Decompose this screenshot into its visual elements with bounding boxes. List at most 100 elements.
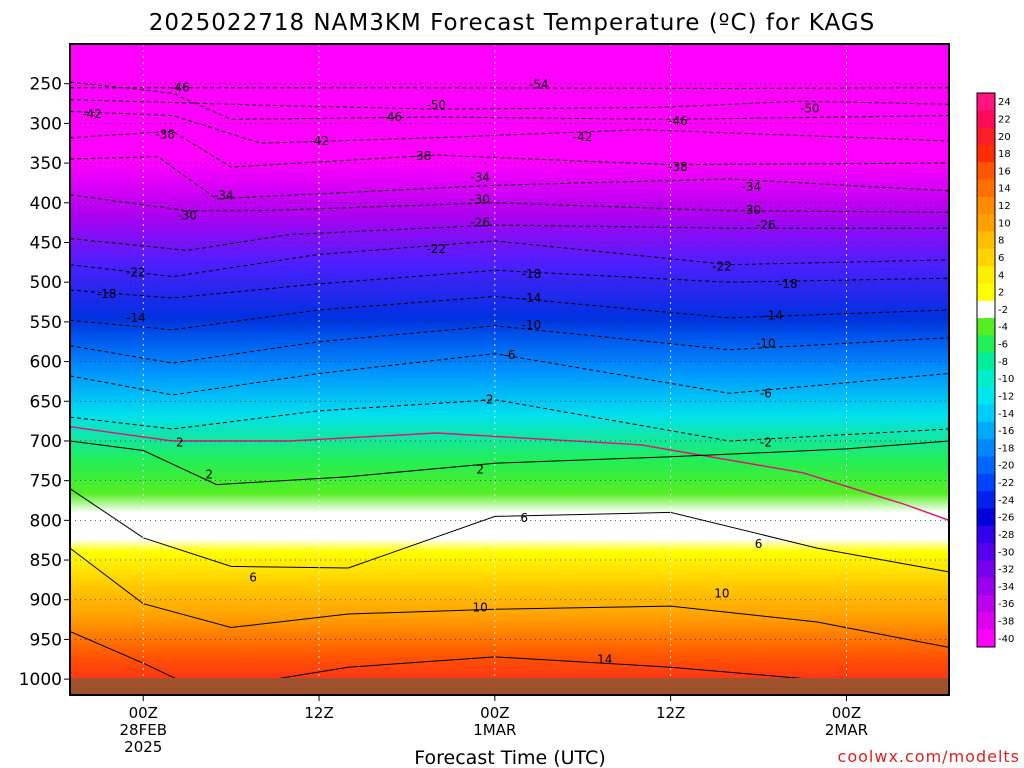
contour-line [70, 194, 949, 213]
colorbar-label: 12 [998, 201, 1011, 212]
contour-label: -22 [712, 259, 732, 273]
contour-label: -18 [778, 277, 798, 291]
contour-label: 10 [714, 586, 729, 600]
y-tick-label: 400 [30, 194, 62, 214]
x-tick-label: 28FEB [120, 721, 167, 739]
contour-line [70, 240, 949, 278]
contour-label: -46 [382, 110, 402, 124]
colorbar-label: -12 [998, 391, 1014, 402]
colorbar-label: -40 [998, 634, 1014, 645]
contour-label: -18 [522, 267, 542, 281]
colorbar-swatch [977, 127, 995, 146]
x-tick-label: 00Z [129, 704, 158, 722]
colorbar-swatch [977, 491, 995, 509]
contour-label: -10 [756, 336, 776, 350]
contour-label: -38 [668, 160, 688, 174]
colorbar-swatch [977, 179, 995, 198]
colorbar-swatch [977, 110, 995, 129]
x-tick-label: 2MAR [825, 721, 868, 739]
colorbar-swatch [977, 387, 995, 406]
colorbar-label: -26 [998, 513, 1014, 524]
contour-label: -14 [522, 291, 542, 305]
colorbar-swatch [977, 439, 995, 458]
colorbar-label: -6 [998, 340, 1008, 351]
colorbar-label: 22 [998, 114, 1011, 125]
temperature-field [70, 44, 949, 695]
colorbar-swatch [977, 283, 995, 302]
y-tick-label: 300 [30, 114, 62, 134]
colorbar-swatch [977, 404, 995, 423]
contour-label: 2 [205, 467, 213, 481]
colorbar-label: -24 [998, 495, 1014, 506]
contour-lines [70, 81, 949, 692]
contour-line [70, 224, 949, 251]
ground-surface [70, 678, 949, 695]
colorbar-label: 10 [998, 218, 1011, 229]
contour-label: -22 [126, 266, 146, 280]
contour-label: -22 [426, 242, 446, 256]
contour-label: -46 [668, 114, 688, 128]
y-axis: 250 300 350 400 450 500 550 600 650 700 750 800 850 9… [19, 75, 70, 690]
contour-label: -14 [763, 309, 783, 323]
colorbar-swatch [977, 266, 995, 284]
contour-line [70, 269, 949, 299]
y-tick-label: 850 [30, 551, 62, 571]
colorbar-label: 14 [998, 184, 1011, 195]
contour-label: 6 [755, 537, 763, 551]
contour-label: 2 [476, 463, 484, 477]
colorbar-swatch [977, 473, 995, 492]
contour-label: 6 [249, 571, 257, 585]
colorbar-swatch [977, 543, 995, 561]
y-tick-label: 1000 [19, 670, 62, 690]
contour-label: -2 [482, 393, 494, 407]
x-tick-label: 12Z [656, 704, 685, 722]
colorbar-swatch [977, 162, 995, 181]
contour-label: -38 [155, 128, 175, 142]
colorbar-label: -36 [998, 599, 1014, 610]
colorbar-frame [976, 92, 996, 648]
y-tick-label: 550 [30, 313, 62, 333]
colorbar-swatch [977, 196, 995, 215]
contour-label: -46 [170, 81, 190, 95]
colorbar-swatch [977, 560, 995, 579]
x-tick-label: 00Z [480, 704, 509, 722]
colorbar-label: -16 [998, 426, 1014, 437]
colorbar-label: 2 [998, 288, 1004, 299]
contour-line [70, 325, 949, 364]
contour-label: -42 [573, 130, 593, 144]
y-tick-label: 450 [30, 233, 62, 253]
colorbar-label: 20 [998, 132, 1011, 143]
contour-label: -50 [800, 101, 820, 115]
contour-label: -30 [741, 203, 761, 217]
colorbar-swatch [977, 508, 995, 527]
colorbar-swatch [977, 456, 995, 475]
x-tick-label: 12Z [304, 704, 333, 722]
contour-label: 14 [597, 652, 612, 666]
colorbar-label: -20 [998, 461, 1014, 472]
y-tick-label: 250 [30, 75, 62, 95]
plot-area: -54 -50 -50 -46 -46 -46 -42 -42 -42 -38 -38 -38 -34 -… [70, 44, 949, 695]
grid-lines [70, 44, 949, 695]
contour-line [70, 353, 949, 396]
contour-label: 10 [473, 601, 488, 615]
colorbar-swatch [977, 421, 995, 440]
chart-title: 2025022718 NAM3KM Forecast Temperature (… [149, 10, 875, 36]
colorbar-swatch [977, 318, 995, 336]
contour-line [70, 440, 949, 486]
contour-line [70, 87, 949, 90]
colorbar-label: -4 [998, 322, 1008, 333]
colorbar-label: 18 [998, 149, 1011, 160]
colorbar-label: -14 [998, 409, 1014, 420]
contour-line [70, 81, 949, 120]
contour-label: -26 [756, 218, 776, 232]
contour-line [70, 547, 949, 648]
y-tick-label: 750 [30, 472, 62, 492]
contour-label: -18 [97, 287, 117, 301]
contour-label: 6 [520, 511, 528, 525]
contour-line [70, 99, 949, 110]
y-tick-label: 600 [30, 353, 62, 373]
colorbar-label: 4 [998, 270, 1004, 281]
y-tick-label: 950 [30, 630, 62, 650]
colorbar-label: -32 [998, 565, 1014, 576]
